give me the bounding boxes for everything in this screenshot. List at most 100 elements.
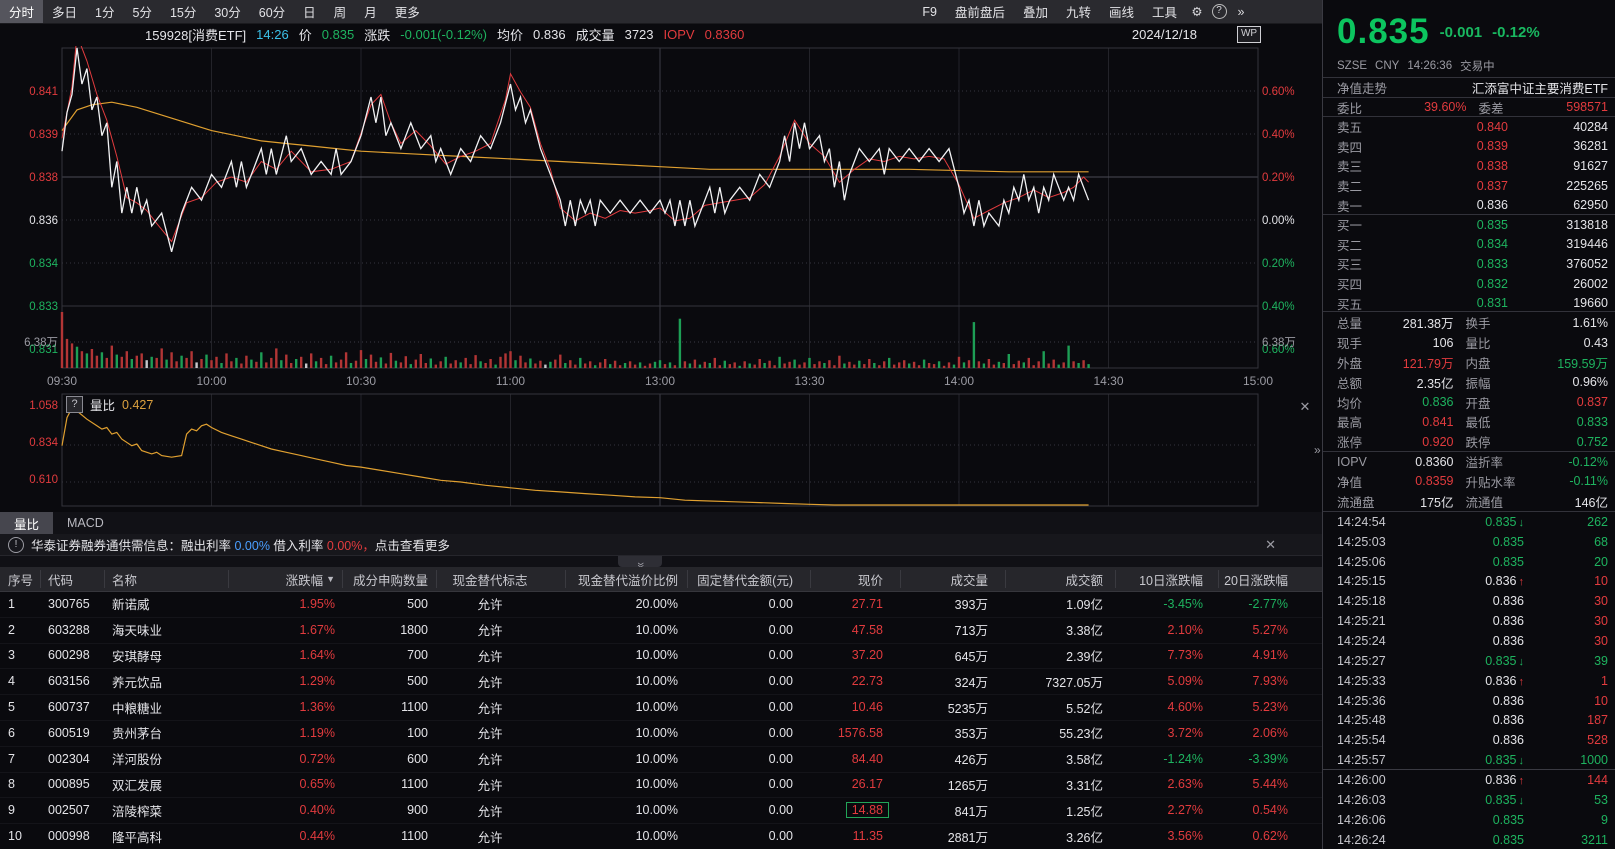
cell-9: 426万: [954, 753, 988, 768]
indicator-svg[interactable]: [0, 392, 1322, 512]
pct-axis-label: 0.20%: [1262, 172, 1295, 184]
column-header-4[interactable]: 成分申购数量: [352, 573, 428, 588]
pct-axis-label: 0.20%: [1262, 258, 1295, 270]
toolbar-item-九转[interactable]: 九转: [1065, 6, 1091, 20]
column-header-9[interactable]: 成交量: [950, 573, 988, 588]
book-row-买四[interactable]: 买四 0.832 26002: [1337, 276, 1608, 293]
toolbar-item-叠加[interactable]: 叠加: [1022, 6, 1048, 20]
book-row-买一[interactable]: 买一 0.835 313818: [1337, 217, 1608, 234]
column-header-12[interactable]: 20日涨跌幅: [1224, 573, 1288, 588]
cell-7: 0.00: [768, 596, 793, 611]
column-header-0[interactable]: 序号: [8, 573, 34, 588]
toolbar-item-盘前盘后[interactable]: 盘前盘后: [954, 6, 1005, 20]
cell-2: 海天味业: [112, 624, 163, 639]
cell-5: 允许: [477, 778, 503, 793]
book-row-卖三[interactable]: 卖三 0.838 91627: [1337, 158, 1608, 175]
price-chart-svg[interactable]: [0, 34, 1322, 372]
table-row[interactable]: 4 603156 养元饮品 1.29% 500 允许 10.00% 0.00 22.73 324万…: [0, 668, 1322, 696]
table-row[interactable]: 5 600737 中粮糖业 1.36% 1100 允许 10.00% 0.00 10.46 523…: [0, 694, 1322, 721]
cell-11: 4.60%: [1167, 700, 1203, 715]
tab-月[interactable]: 月: [364, 6, 377, 20]
pct-axis-label: 0.40%: [1262, 129, 1295, 141]
tab-日[interactable]: 日: [303, 6, 316, 20]
cell-6: 10.00%: [635, 751, 678, 766]
column-header-11[interactable]: 10日涨跌幅: [1139, 573, 1203, 588]
quote-head: 0.835 -0.001 -0.12%: [1323, 8, 1615, 56]
info-seg-0: 159928[消费ETF]: [145, 28, 247, 43]
gear-icon[interactable]: ⚙: [1191, 5, 1203, 19]
toolbar-item-F9[interactable]: F9: [922, 4, 937, 19]
table-row[interactable]: 3 600298 安琪酵母 1.64% 700 允许 10.00% 0.00 37.20 645万…: [0, 643, 1322, 670]
cell-0: 3: [8, 648, 15, 663]
nav-row[interactable]: 净值走势 汇添富中证主要消费ETF: [1323, 78, 1615, 97]
indicator-close-icon[interactable]: ✕: [1299, 399, 1311, 414]
stat-row-2: 外盘 121.79万 内盘 159.59万: [1337, 356, 1608, 371]
table-row[interactable]: 1 300765 新诺威 1.95% 500 允许 20.00% 0.00 27.71 393万 1…: [0, 591, 1322, 618]
panel-expand-icon[interactable]: »: [1314, 443, 1321, 457]
table-row[interactable]: 2 603288 海天味业 1.67% 1800 允许 10.00% 0.00 47.58 713…: [0, 617, 1322, 644]
header-separator: [1218, 570, 1219, 588]
chart-date: 2024/12/18: [1131, 27, 1197, 42]
indicator-panel[interactable]: ? 量比 0.427 1.058 0.834 0.610: [0, 392, 1322, 512]
cell-12: 0.54%: [1252, 803, 1288, 818]
info-seg-4: 涨跌: [364, 28, 391, 43]
cell-2: 洋河股份: [112, 753, 163, 768]
more-icon[interactable]: »: [1237, 4, 1245, 19]
price-axis-label: 0.831: [29, 344, 58, 356]
tab-30分[interactable]: 30分: [214, 6, 241, 20]
cell-6: 20.00%: [635, 596, 678, 611]
help-icon[interactable]: ?: [1208, 0, 1230, 23]
column-header-2[interactable]: 名称: [112, 573, 138, 588]
book-row-买二[interactable]: 买二 0.834 319446: [1337, 237, 1608, 253]
column-header-8[interactable]: 现价: [857, 573, 883, 588]
table-row[interactable]: 7 002304 洋河股份 0.72% 600 允许 10.00% 0.00 84.40 426万…: [0, 746, 1322, 773]
header-separator: [810, 570, 811, 588]
table-row[interactable]: 9 002507 涪陵榨菜 0.40% 900 允许 10.00% 0.00 14.88 841万…: [0, 797, 1322, 825]
tab-1分[interactable]: 1分: [95, 6, 115, 20]
intraday-chart[interactable]: 0.841 0.839 0.838 0.836 0.834 0.833 0.831 0.60%…: [0, 34, 1322, 372]
tab-15分[interactable]: 15分: [169, 6, 197, 20]
stat-row-5: 最高 0.841 最低 0.833: [1337, 414, 1608, 431]
toolbar-item-工具[interactable]: 工具: [1151, 6, 1177, 20]
tab-60分[interactable]: 60分: [258, 6, 286, 20]
iopv-divider: [1323, 511, 1615, 512]
table-row[interactable]: 10 000998 隆平高科 0.44% 1100 允许 10.00% 0.00 11.35 28…: [0, 823, 1322, 849]
column-header-5[interactable]: 现金替代标志: [452, 573, 528, 588]
column-header-6[interactable]: 现金替代溢价比例: [577, 573, 678, 588]
toolbar-item-画线[interactable]: 画线: [1108, 6, 1134, 20]
wp-icon[interactable]: WP: [1237, 26, 1261, 43]
collapse-handle[interactable]: »: [618, 556, 662, 568]
tab-周[interactable]: 周: [333, 6, 347, 20]
table-row[interactable]: 6 600519 贵州茅台 1.19% 100 允许 10.00% 0.00 1576.58 35…: [0, 720, 1322, 747]
column-header-1[interactable]: 代码: [48, 573, 74, 588]
book-row-卖四[interactable]: 卖四 0.839 36281: [1337, 139, 1608, 155]
book-row-卖二[interactable]: 卖二 0.837 225265: [1337, 178, 1608, 195]
indicator-help-icon[interactable]: ?: [66, 396, 83, 413]
notice-close-icon[interactable]: ✕: [1265, 537, 1276, 552]
notice-seg-4[interactable]: 点击查看更多: [374, 539, 450, 553]
indicator-tab-量比[interactable]: 量比: [0, 512, 54, 534]
cell-8: 26.17: [851, 777, 883, 792]
table-row[interactable]: 8 000895 双汇发展 0.65% 1100 允许 10.00% 0.00 26.17 126…: [0, 772, 1322, 799]
column-header-7[interactable]: 固定替代金额(元): [697, 573, 793, 588]
book-row-卖五[interactable]: 卖五 0.840 40284: [1337, 119, 1608, 136]
column-header-10[interactable]: 成交额: [1065, 573, 1103, 588]
time-label-13:30: 13:30: [794, 374, 825, 388]
cell-2: 新诺威: [112, 598, 150, 613]
book-row-买五[interactable]: 买五 0.831 19660: [1337, 296, 1608, 312]
tab-多日[interactable]: 多日: [52, 6, 78, 20]
indicator-tab-MACD[interactable]: MACD: [67, 516, 104, 530]
book-row-买三[interactable]: 买三 0.833 376052: [1337, 256, 1608, 273]
info-seg-6: 均价: [497, 28, 524, 43]
cell-5: 允许: [477, 649, 503, 664]
book-row-卖一[interactable]: 卖一 0.836 62950: [1337, 198, 1608, 214]
cell-11: 3.72%: [1167, 725, 1203, 740]
down-arrow-icon: ↓: [1518, 516, 1525, 529]
notice-text[interactable]: 华泰证券融券通供需信息：融出利率 0.00% 借入利率 0.00%，点击查看更多: [31, 535, 450, 554]
tab-更多[interactable]: 更多: [394, 6, 420, 20]
constituents-table: 序号 代码 名称 涨跌幅 ▼ 成分申购数量 现金替代标志 现金替代溢价比例 固定替代金额(元) 现…: [0, 567, 1322, 849]
info-seg-5: -0.001(-0.12%): [400, 27, 488, 42]
tab-分时[interactable]: 分时: [0, 0, 44, 23]
column-header-3[interactable]: 涨跌幅 ▼: [285, 573, 335, 588]
tab-5分[interactable]: 5分: [132, 6, 152, 20]
